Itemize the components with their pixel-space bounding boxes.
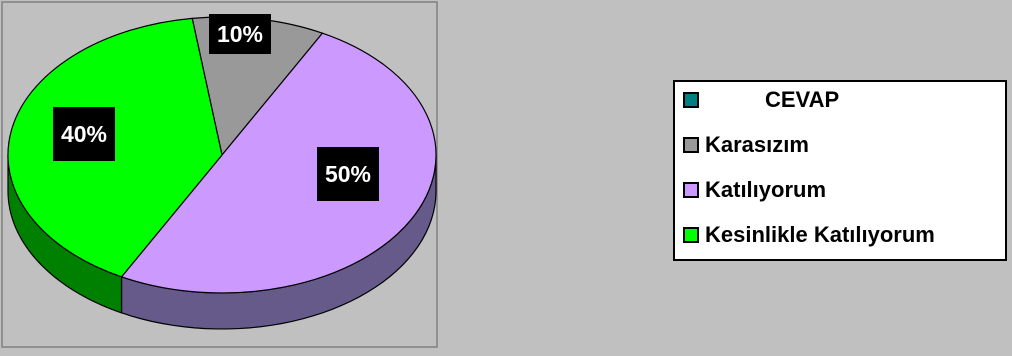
data-label-box	[317, 147, 379, 201]
legend-item-karasizim: Karasızım	[683, 132, 809, 157]
legend-swatch-kesinlikle-katiliyorum	[683, 227, 699, 243]
pie-slice-katiliyorum	[120, 32, 437, 294]
pie-slice-kesinlikle-katiliyorum	[7, 17, 223, 278]
data-label-text: 10%	[217, 21, 263, 47]
legend-swatch-cevap	[683, 92, 699, 108]
legend: CEVAP Karasızım Katılıyorum Kesinlikle K…	[673, 80, 1007, 261]
legend-item-katiliyorum: Katılıyorum	[683, 177, 827, 202]
legend-swatch-katiliyorum	[683, 182, 699, 198]
legend-item-cevap: CEVAP	[683, 87, 840, 112]
pie-labels: 10% 50% 40%	[53, 14, 379, 201]
data-label-katiliyorum: 50%	[317, 147, 379, 201]
data-label-text: 50%	[325, 161, 371, 187]
legend-label-kesinlikle-katiliyorum: Kesinlikle Katılıyorum	[705, 222, 935, 247]
legend-item-kesinlikle-katiliyorum: Kesinlikle Katılıyorum	[683, 222, 935, 247]
plot-frame	[1, 1, 438, 348]
data-label-box	[209, 14, 271, 54]
data-label-karasizim: 10%	[209, 14, 271, 54]
data-label-text: 40%	[61, 121, 107, 147]
legend-label-cevap: CEVAP	[765, 87, 840, 112]
data-label-kesinlikle-katiliyorum: 40%	[53, 107, 115, 161]
legend-label-katiliyorum: Katılıyorum	[705, 177, 827, 202]
legend-label-karasizim: Karasızım	[705, 132, 809, 157]
legend-swatch-karasizim	[683, 137, 699, 153]
data-label-box	[53, 107, 115, 161]
